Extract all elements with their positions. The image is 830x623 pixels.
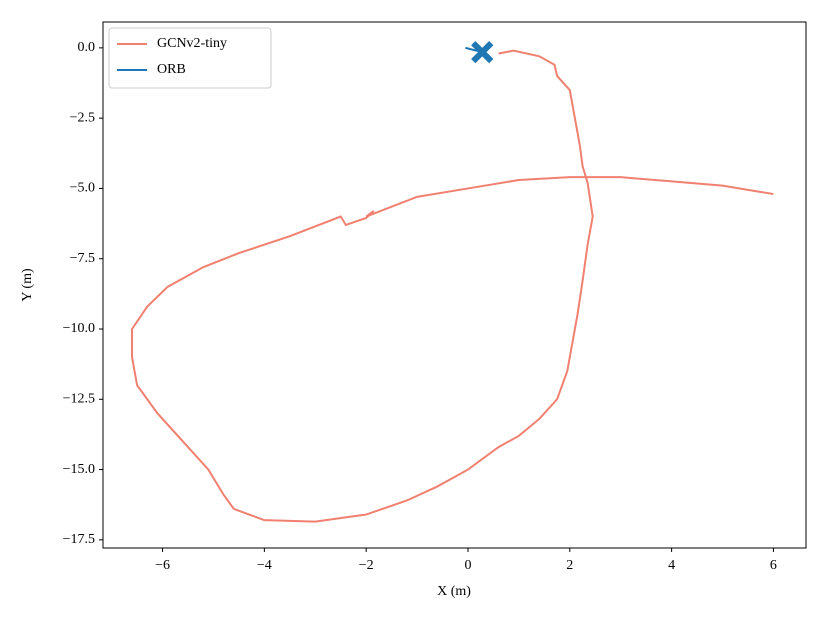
y-axis-label: Y (m) bbox=[20, 268, 35, 302]
legend-label: ORB bbox=[157, 62, 186, 77]
y-tick-label: −7.5 bbox=[70, 251, 95, 266]
y-tick-label: 0.0 bbox=[78, 40, 96, 55]
y-tick-label: −15.0 bbox=[63, 462, 95, 477]
plot-frame bbox=[102, 21, 807, 549]
y-tick-label: −10.0 bbox=[63, 321, 95, 336]
series-marker bbox=[471, 40, 494, 64]
x-axis-label: X (m) bbox=[437, 584, 471, 599]
y-tick-label: −12.5 bbox=[63, 391, 95, 406]
x-tick-label: −6 bbox=[155, 558, 170, 573]
x-tick-label: 6 bbox=[770, 558, 777, 573]
y-tick-label: −2.5 bbox=[70, 110, 95, 125]
legend: GCNv2-tiny ORB bbox=[108, 27, 272, 89]
x-tick-label: 2 bbox=[566, 558, 573, 573]
series-line bbox=[131, 49, 774, 523]
x-tick-label: 4 bbox=[668, 558, 675, 573]
x-tick-label: −2 bbox=[359, 558, 374, 573]
legend-box bbox=[108, 27, 272, 89]
x-tick-label: 0 bbox=[464, 558, 471, 573]
y-tick-label: −5.0 bbox=[70, 181, 95, 196]
y-tick-label: −17.5 bbox=[63, 532, 95, 547]
x-tick-label: −4 bbox=[257, 558, 272, 573]
legend-label: GCNv2-tiny bbox=[157, 36, 227, 51]
